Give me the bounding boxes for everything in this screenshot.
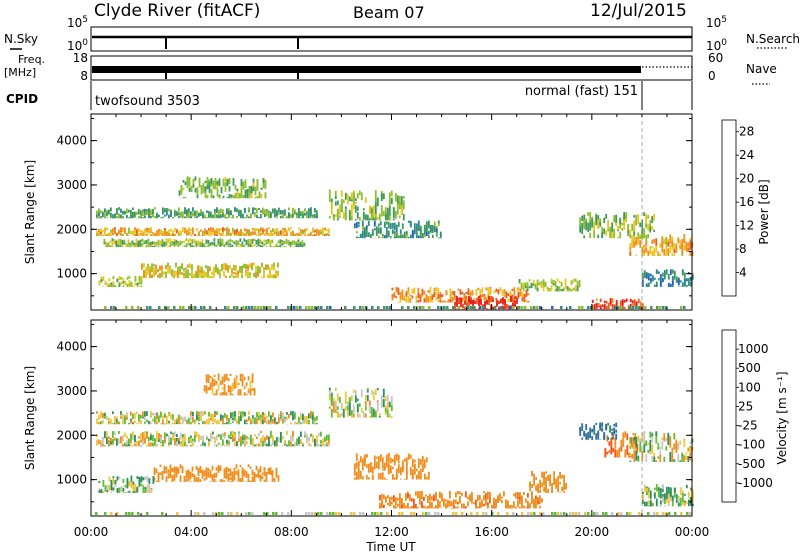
x-tick-label: 00:00 [74,525,109,539]
velocity-echo-region [98,475,155,493]
beam-title: Beam 07 [353,3,425,22]
colorbar-tick-label: 100 [738,380,761,394]
colorbar-tick-label: 500 [738,361,761,375]
power-panel: 1000 2000 3000 4000 Slant Range [km] 4 8 12 16… [23,113,771,311]
velocity-colorbar: 1000 500 100 25 -25 -100 -500 -1000 [721,329,773,503]
power-echo-region [96,207,318,219]
nave-tick-bottom: 0 [708,69,716,83]
nsearch-tick-top: 105 [706,15,727,30]
velocity-echo-region [96,430,330,447]
y-tick-label: 4000 [56,340,87,354]
velocity-echo-region [153,464,280,482]
velocity-echo-region [203,373,256,396]
colorbar-tick-label: 12 [739,219,754,233]
power-echo-region [96,227,330,236]
x-axis-label: Time UT [365,540,416,554]
y-tick-label: 3000 [56,178,87,192]
freq-label: Freq. [18,53,45,66]
colorbar-tick-label: -1000 [738,476,773,490]
colorbar-tick-label: 16 [739,195,754,209]
x-tick-label: 08:00 [274,525,309,539]
x-axis: 00:00 04:00 08:00 12:00 16:00 20:00 00:00 [74,114,710,539]
freq-tick-top: 18 [73,51,88,65]
velocity-colorbar-label: Velocity [m s⁻¹] [775,371,789,464]
near-range-strip [95,512,692,515]
colorbar-tick-label: 4 [739,266,747,280]
date-title: 12/Jul/2015 [590,1,687,21]
y-tick-label: 4000 [56,134,87,148]
power-echo-region [516,278,581,292]
x-tick-label: 16:00 [474,525,509,539]
power-echo-region [641,269,694,287]
power-y-axis-label: Slant Range [km] [23,160,37,264]
y-tick-label: 1000 [56,267,87,281]
cpid-label: CPID [6,92,38,106]
velocity-echo-region [353,453,430,480]
power-echo-region [353,220,442,239]
velocity-panel: 1000 2000 3000 4000 Slant Range [km] 1000 50… [23,319,789,517]
x-tick-label: 00:00 [675,525,710,539]
power-echo-region [454,295,518,310]
nave-label: Nave [746,62,777,76]
cpid-entry-1: twofsound 3503 [95,94,200,109]
power-echo-region [141,262,279,279]
freq-unit: [MHz] [4,66,36,79]
velocity-echo-region [96,411,318,425]
power-echo-region [98,275,143,287]
y-tick-label: 3000 [56,384,87,398]
freq-panel: Freq. [MHz] 18 8 60 0 Nave [4,51,777,85]
power-echo-region [328,189,405,221]
nsearch-tick-bottom: 100 [706,38,727,53]
colorbar-tick-label: 28 [739,125,754,139]
near-range-strip [104,306,686,309]
velocity-echo-region [641,484,694,507]
freq-tick-bottom: 8 [80,69,88,83]
colorbar-tick-label: -500 [738,457,765,471]
colorbar-tick-label: 8 [739,242,747,256]
power-echo-region [103,238,306,248]
velocity-data [95,373,694,515]
colorbar-tick-label: 24 [739,148,754,162]
power-colorbar: 4 8 12 16 20 24 28 [721,119,754,297]
velocity-y-axis-label: Slant Range [km] [23,366,37,470]
nave-tick-top: 60 [708,51,723,65]
power-colorbar-label: Power [dB] [757,179,771,244]
velocity-echo-region [529,470,567,493]
colorbar-tick-label: 25 [738,399,753,413]
velocity-echo-region [328,387,393,418]
velocity-echo-region [604,431,639,458]
y-tick-label: 1000 [56,473,87,487]
y-tick-label: 2000 [56,428,87,442]
nsky-tick-top: 105 [67,15,88,30]
colorbar-tick-label: 1000 [738,342,769,356]
colorbar-tick-label: -100 [738,438,765,452]
power-echo-region [178,176,267,199]
nsky-tick-bottom: 100 [67,38,88,53]
colorbar-tick-label: 20 [739,172,754,186]
station-title: Clyde River (fitACF) [94,1,260,21]
x-tick-label: 04:00 [174,525,209,539]
x-tick-label: 20:00 [575,525,610,539]
power-echo-region [579,212,656,239]
noise-panel: N.Sky 105 100 105 100 N.Search [4,15,800,53]
x-tick-label: 12:00 [374,525,409,539]
power-data [96,176,694,310]
nsearch-label: N.Search [746,32,800,46]
y-tick-label: 2000 [56,222,87,236]
cpid-entry-2: normal (fast) 151 [525,84,638,99]
nsky-label: N.Sky [4,32,38,46]
velocity-echo-region [579,422,618,440]
colorbar-tick-label: -25 [738,419,758,433]
velocity-echo-region [379,490,543,509]
cpid-panel: CPID twofsound 3503 normal (fast) 151 [6,81,693,110]
